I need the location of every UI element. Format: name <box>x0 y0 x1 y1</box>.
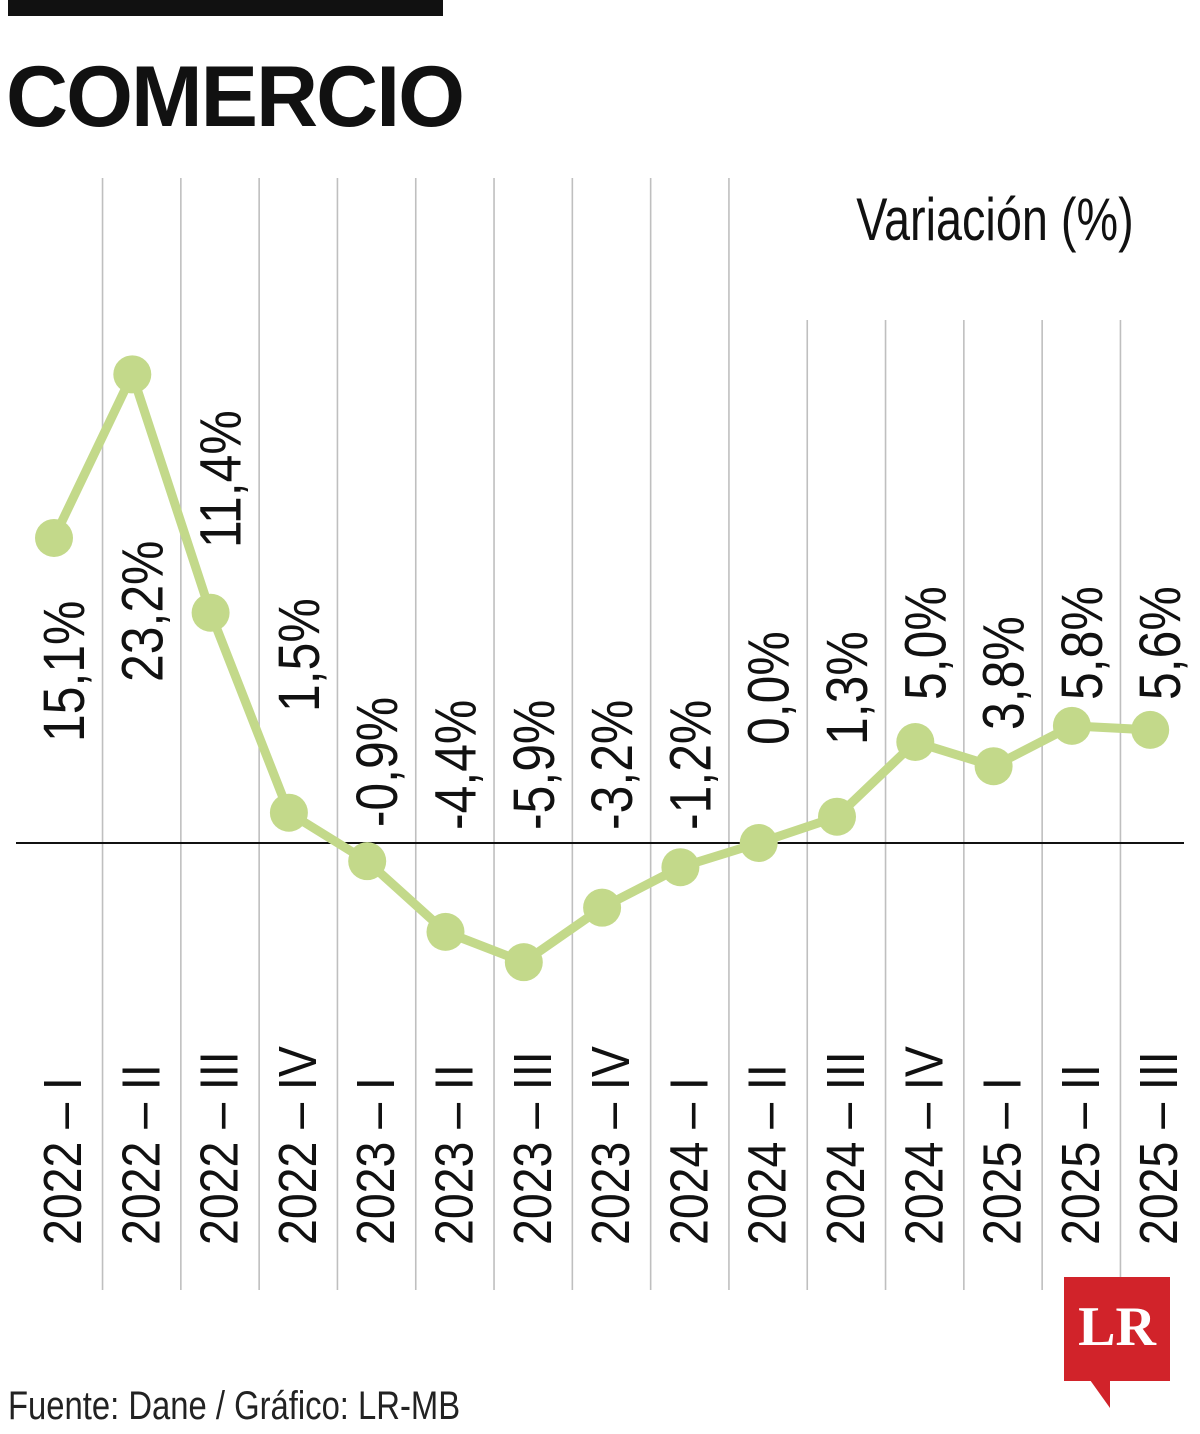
value-label: 23,2% <box>111 541 175 682</box>
logo-tail <box>1090 1380 1110 1408</box>
data-point <box>818 797 856 836</box>
category-label: 2022 – II <box>110 1064 171 1245</box>
chart-title: COMERCIO <box>6 49 465 145</box>
data-point <box>739 824 778 862</box>
unit-label: Variación (%) <box>856 186 1134 253</box>
value-label: 11,4% <box>189 410 253 548</box>
data-point <box>113 355 152 394</box>
value-label: -1,2% <box>659 700 723 830</box>
data-point <box>1052 706 1091 745</box>
value-label: 3,8% <box>972 616 1036 730</box>
category-label: 2022 – I <box>32 1077 93 1245</box>
value-label: 15,1% <box>33 601 97 742</box>
data-point <box>426 912 465 951</box>
value-label: 5,8% <box>1050 586 1114 700</box>
source-note: Fuente: Dane / Gráfico: LR-MB <box>8 1384 461 1428</box>
category-label: 2023 – II <box>423 1064 484 1245</box>
category-label: 2023 – I <box>345 1077 406 1245</box>
data-point <box>583 888 622 927</box>
data-point <box>35 518 73 557</box>
category-label: 2024 – IV <box>893 1046 954 1245</box>
value-label: 5,6% <box>1129 586 1193 700</box>
data-point <box>896 723 935 761</box>
category-label: 2024 – II <box>736 1064 797 1245</box>
data-point <box>191 593 230 632</box>
value-label: 1,5% <box>267 598 331 712</box>
category-label: 2023 – IV <box>580 1046 641 1245</box>
category-label: 2024 – III <box>815 1051 876 1245</box>
category-label: 2022 – III <box>188 1051 249 1245</box>
category-label: 2025 – III <box>1128 1051 1189 1245</box>
value-label: 5,0% <box>894 586 958 700</box>
value-label: -4,4% <box>424 700 488 830</box>
logo-text: LR <box>1078 1296 1156 1358</box>
data-point <box>661 848 700 887</box>
category-label: 2022 – IV <box>267 1046 328 1245</box>
data-point <box>348 842 387 881</box>
data-point <box>974 747 1013 786</box>
data-point <box>1131 710 1170 749</box>
value-label: -3,2% <box>581 700 645 830</box>
value-label: -5,9% <box>502 700 566 830</box>
value-label: 1,3% <box>816 631 880 745</box>
category-label: 2023 – III <box>501 1051 562 1245</box>
category-label: 2025 – I <box>971 1077 1032 1245</box>
value-label: 0,0% <box>737 631 801 745</box>
category-label: 2025 – II <box>1050 1064 1111 1245</box>
title-bar-decoration <box>8 0 443 16</box>
value-label: -0,9% <box>346 697 410 827</box>
data-point <box>269 793 308 832</box>
category-label: 2024 – I <box>658 1077 719 1245</box>
lr-logo: LR <box>1064 1277 1170 1381</box>
data-point <box>504 943 543 982</box>
